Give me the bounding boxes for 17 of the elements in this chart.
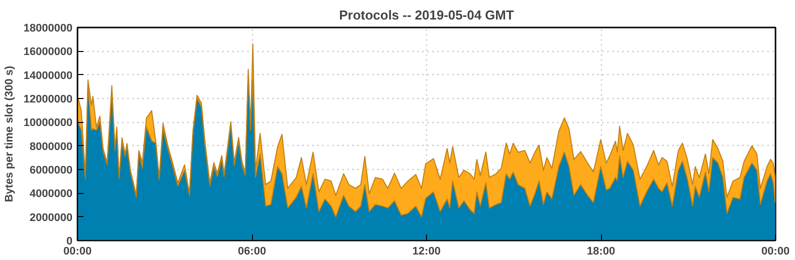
x-tick-label: 12:00 <box>412 246 441 258</box>
y-tick-label: 14000000 <box>24 70 73 82</box>
y-tick-label: 10000000 <box>24 117 73 130</box>
y-tick-label: 12000000 <box>24 94 73 106</box>
chart-title: Protocols -- 2019-05-04 GMT <box>339 8 514 22</box>
y-tick-label: 4000000 <box>30 188 73 200</box>
y-axis-title: Bytes per time slot (300 s) <box>4 66 16 202</box>
x-tick-label: 00:00 <box>63 246 92 258</box>
x-tick-label: 06:00 <box>238 246 266 258</box>
y-tick-label: 8000000 <box>30 140 73 153</box>
y-tick-label: 18000000 <box>24 22 73 34</box>
x-tick-label: 18:00 <box>586 246 616 258</box>
y-tick-label: 16000000 <box>24 46 73 58</box>
y-tick-label: 0 <box>66 236 73 248</box>
y-tick-label: 6000000 <box>30 164 73 176</box>
x-tick-label: 00:00 <box>761 246 790 258</box>
y-tick-label: 2000000 <box>30 212 73 224</box>
